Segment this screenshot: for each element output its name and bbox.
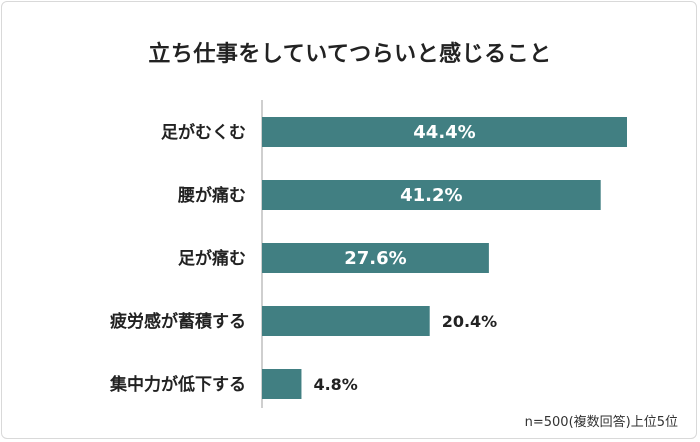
sample-note: n=500(複数回答)上位5位 <box>524 415 678 430</box>
bar <box>262 117 627 147</box>
category-label: 集中力が低下する <box>109 374 246 395</box>
data-label: 41.2% <box>400 185 462 206</box>
category-label: 腰が痛む <box>178 185 246 206</box>
category-label: 疲労感が蓄積する <box>110 311 246 332</box>
category-label: 足がむくむ <box>161 122 246 143</box>
data-label: 4.8% <box>313 375 357 394</box>
category-label: 足が痛む <box>178 248 246 269</box>
data-label: 44.4% <box>413 122 475 143</box>
bar <box>262 180 601 210</box>
bar <box>262 369 302 399</box>
bar <box>262 306 430 336</box>
data-label: 27.6% <box>344 248 406 269</box>
bar <box>262 243 489 273</box>
chart-title: 立ち仕事をしていてつらいと感じること <box>148 42 552 67</box>
data-label: 20.4% <box>442 312 498 331</box>
